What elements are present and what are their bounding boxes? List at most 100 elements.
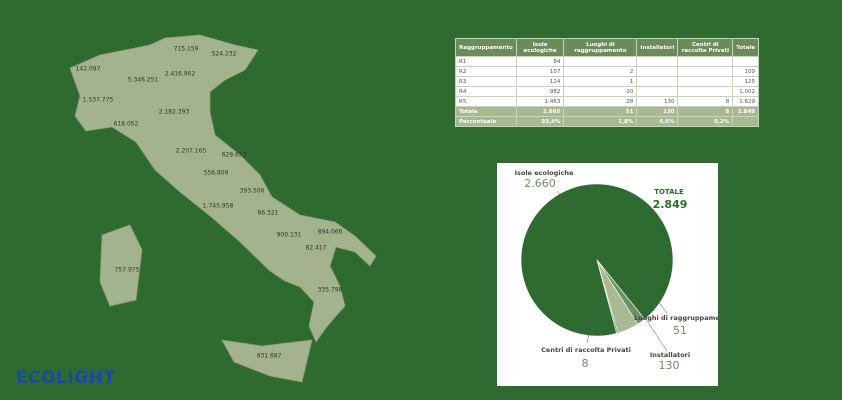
slice-label: Isole ecologiche (515, 169, 574, 177)
table-cell: 2.660 (515, 106, 565, 117)
table-row: R4 982 20 1.002 (455, 86, 759, 97)
pie-slice (596, 259, 619, 334)
region-label: 2.182.393 (159, 109, 190, 116)
slice-label: Centri di raccolta Privati (541, 346, 631, 354)
table-cell (732, 56, 759, 67)
region-label: 894.066 (318, 229, 343, 236)
region-label: 629.633 (222, 152, 247, 159)
table-row: R5 1.463 28 130 8 1.629 (455, 96, 759, 107)
table-cell: 1 (563, 76, 638, 87)
slice-label: Installatori (650, 351, 690, 359)
region-label: 1.537.775 (83, 97, 114, 104)
region-label: 2.416.962 (165, 71, 196, 78)
sicily (221, 339, 313, 383)
table-cell: 20 (563, 86, 638, 97)
table-cell: 28 (563, 96, 638, 107)
region-label: 900.131 (277, 232, 302, 239)
table-cell: 1.629 (732, 96, 759, 107)
region-label: 618.052 (114, 121, 139, 128)
slice-value: 2.660 (524, 177, 556, 190)
header-cell: Centri di raccolta Privati (677, 38, 734, 57)
table-cell: 8 (677, 96, 734, 107)
italy-mainland (69, 34, 377, 343)
table-cell: R2 (455, 66, 517, 77)
leader-line (556, 190, 593, 239)
table-row: R1 84 (455, 56, 759, 67)
table-cell (677, 66, 734, 77)
region-label: 524.232 (212, 51, 237, 58)
table-cell (636, 76, 679, 87)
table-cell: 125 (732, 76, 759, 87)
region-label: 86.321 (258, 210, 279, 217)
region-label: 393.506 (240, 188, 265, 195)
region-label: 82.417 (306, 245, 327, 252)
header-cell: Totale (732, 38, 759, 57)
header-cell: Raggruppamento (455, 38, 517, 57)
region-label: 335.798 (318, 287, 343, 294)
sardinia (99, 224, 143, 307)
region-label: 1.745.958 (203, 203, 234, 210)
leader-line (636, 272, 668, 314)
slice-value: 51 (673, 324, 687, 337)
region-label: 715.159 (174, 46, 199, 53)
table-cell: 8 (677, 106, 734, 117)
region-label: 556.809 (204, 170, 229, 177)
data-table: Raggruppamento Isole ecologiche Luoghi di … (455, 38, 759, 127)
table-row: Percentuale 93,4% 1,8% 4,6% 0,2% (455, 116, 759, 127)
table-cell: 1,8% (563, 116, 638, 127)
pie-card: Isole ecologiche 2.660 Luoghi di raggruppa… (497, 163, 718, 386)
table-cell: R4 (455, 86, 517, 97)
table-cell: 1.002 (732, 86, 759, 97)
table-cell (636, 66, 679, 77)
table-cell: 93,4% (515, 116, 565, 127)
header-cell: Luoghi di raggruppamento (563, 38, 638, 57)
table-cell: 2.849 (732, 106, 759, 117)
table-cell: 982 (515, 86, 565, 97)
table-row: R2 107 2 109 (455, 66, 759, 77)
header-cell: Isole ecologiche (515, 38, 565, 57)
table-cell (636, 86, 679, 97)
table-cell: 2 (563, 66, 638, 77)
table-cell (677, 76, 734, 87)
leader-line (586, 282, 601, 344)
table-cell: 130 (636, 106, 679, 117)
table-cell: 4,6% (636, 116, 679, 127)
slice-label: Luoghi di raggruppamento (634, 314, 718, 322)
slice-value: 130 (659, 359, 680, 372)
logo: ECOLIGHT (16, 368, 116, 388)
table-cell: 109 (732, 66, 759, 77)
region-label: 931.687 (257, 353, 282, 360)
table-row: R3 124 1 125 (455, 76, 759, 87)
table-cell: Percentuale (455, 116, 517, 127)
table-row: Totale 2.660 51 130 8 2.849 (455, 106, 759, 117)
region-label: 757.975 (115, 267, 140, 274)
total-title: TOTALE (654, 188, 684, 196)
region-label: 5.346.251 (128, 77, 159, 84)
region-label: 2.207.165 (176, 148, 207, 155)
table-cell: R1 (455, 56, 517, 67)
slice-value: 8 (582, 357, 589, 370)
table-cell (563, 56, 638, 67)
total-value: 2.849 (653, 198, 688, 211)
table-cell: Totale (455, 106, 517, 117)
table-cell: 1.463 (515, 96, 565, 107)
table-cell: 51 (563, 106, 638, 117)
table-cell: 124 (515, 76, 565, 87)
table-cell (636, 56, 679, 67)
table-cell (732, 116, 759, 127)
region-label: 142.097 (76, 66, 101, 73)
table-cell (677, 86, 734, 97)
table-cell: 107 (515, 66, 565, 77)
table-cell (677, 56, 734, 67)
table-cell: 84 (515, 56, 565, 67)
header-row: Raggruppamento Isole ecologiche Luoghi di … (455, 38, 759, 57)
leader-line (621, 282, 668, 352)
table-cell: R3 (455, 76, 517, 87)
table-cell: 0,2% (677, 116, 734, 127)
header-cell: Installatori (636, 38, 679, 57)
table-cell: R5 (455, 96, 517, 107)
table-cell: 130 (636, 96, 679, 107)
